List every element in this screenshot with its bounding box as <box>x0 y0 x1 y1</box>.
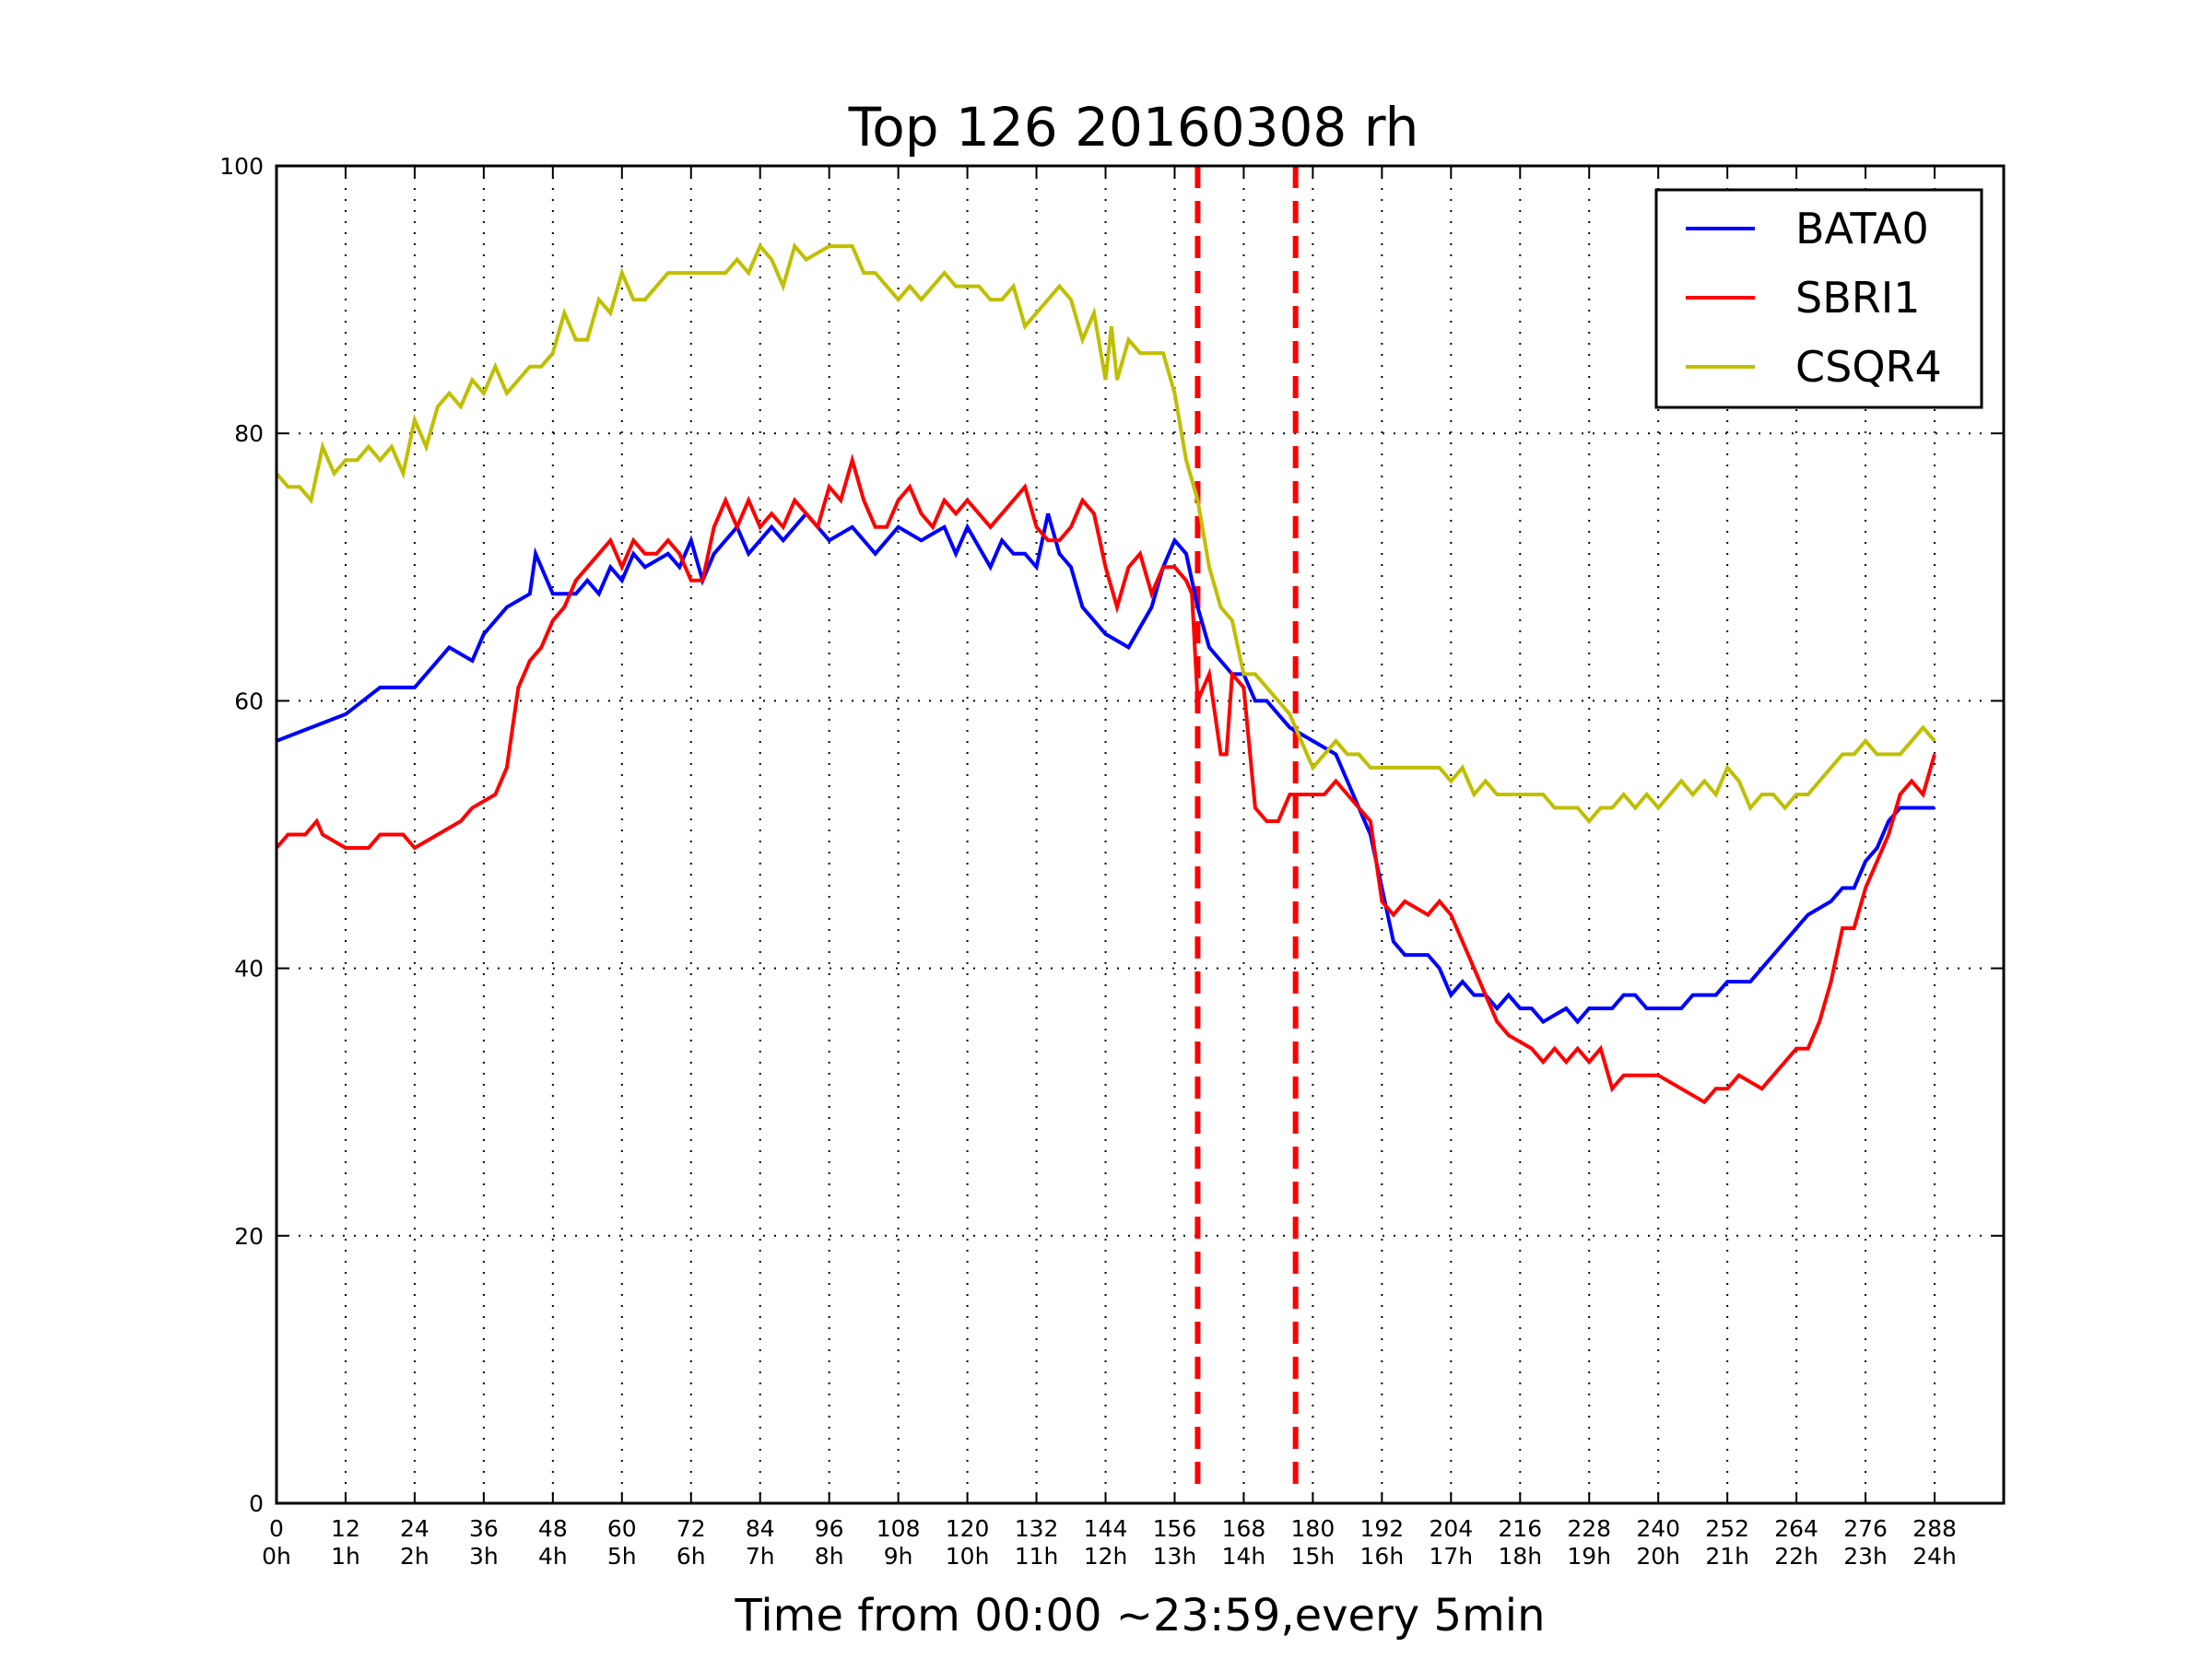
x-axis-label: Time from 00:00 ~23:59,every 5min <box>735 1590 1546 1641</box>
x-tick-sublabel: 10h <box>946 1543 990 1570</box>
x-tick-label: 12 <box>331 1515 360 1542</box>
x-tick-sublabel: 19h <box>1567 1543 1611 1570</box>
x-tick-label: 84 <box>746 1515 775 1542</box>
x-tick-label: 72 <box>677 1515 706 1542</box>
legend: BATA0 SBRI1 CSQR4 <box>1654 188 1983 409</box>
x-tick-sublabel: 7h <box>746 1543 775 1570</box>
plot-frame <box>275 164 2006 1505</box>
x-tick-sublabel: 14h <box>1222 1543 1266 1570</box>
x-tick-sublabel: 15h <box>1291 1543 1335 1570</box>
x-tick-sublabel: 23h <box>1843 1543 1888 1570</box>
x-tick-label: 252 <box>1705 1515 1749 1542</box>
x-tick-label: 156 <box>1153 1515 1197 1542</box>
x-tick-label: 144 <box>1084 1515 1128 1542</box>
vertical-markers <box>1194 166 1299 1496</box>
x-tick-sublabel: 18h <box>1498 1543 1542 1570</box>
y-tick-label: 80 <box>234 420 264 447</box>
series-lines <box>275 241 1936 1105</box>
x-tick-sublabel: 20h <box>1636 1543 1680 1570</box>
x-tick-sublabel: 24h <box>1912 1543 1957 1570</box>
series-line-sbri1 <box>275 453 1936 1105</box>
x-tick-label: 192 <box>1360 1515 1405 1542</box>
x-tick-sublabel: 9h <box>884 1543 913 1570</box>
x-tick-label: 132 <box>1015 1515 1059 1542</box>
x-tick-sublabel: 11h <box>1015 1543 1059 1570</box>
x-tick-sublabel: 8h <box>815 1543 844 1570</box>
x-tick-label: 120 <box>946 1515 990 1542</box>
series-line-csqr4 <box>275 241 1936 825</box>
legend-entry: SBRI1 <box>1795 273 1921 323</box>
x-tick-label: 204 <box>1429 1515 1473 1542</box>
x-tick-label: 96 <box>815 1515 844 1542</box>
x-tick-sublabel: 1h <box>331 1543 360 1570</box>
legend-entry: BATA0 <box>1795 204 1929 253</box>
x-tick-label: 36 <box>469 1515 499 1542</box>
grid <box>276 166 2004 1503</box>
series-line-bata0 <box>276 511 1935 1025</box>
x-tick-sublabel: 0h <box>262 1543 291 1570</box>
y-tick-label: 100 <box>219 153 264 180</box>
x-tick-label: 180 <box>1291 1515 1335 1542</box>
x-tick-sublabel: 13h <box>1153 1543 1197 1570</box>
y-tick-label: 0 <box>249 1490 264 1517</box>
x-tick-label: 0 <box>269 1515 284 1542</box>
x-tick-label: 108 <box>877 1515 921 1542</box>
x-tick-label: 288 <box>1912 1515 1957 1542</box>
x-tick-sublabel: 6h <box>677 1543 706 1570</box>
x-tick-label: 60 <box>607 1515 637 1542</box>
x-tick-label: 264 <box>1774 1515 1818 1542</box>
x-tick-sublabel: 12h <box>1084 1543 1128 1570</box>
y-tick-label: 40 <box>234 956 264 982</box>
legend-entry: CSQR4 <box>1795 342 1942 392</box>
x-tick-sublabel: 4h <box>538 1543 568 1570</box>
y-tick-label: 60 <box>234 688 264 714</box>
x-tick-sublabel: 3h <box>469 1543 499 1570</box>
x-tick-sublabel: 21h <box>1705 1543 1749 1570</box>
y-axis-ticks: 0 20 40 60 80 100 <box>219 153 2004 1517</box>
x-tick-label: 48 <box>538 1515 568 1542</box>
x-tick-sublabel: 17h <box>1429 1543 1473 1570</box>
x-tick-label: 276 <box>1843 1515 1888 1542</box>
x-tick-label: 168 <box>1222 1515 1266 1542</box>
chart-title: Top 126 20160308 rh <box>848 96 1419 159</box>
x-tick-sublabel: 22h <box>1774 1543 1818 1570</box>
x-tick-sublabel: 5h <box>607 1543 637 1570</box>
y-tick-label: 20 <box>234 1223 264 1250</box>
x-tick-label: 240 <box>1636 1515 1680 1542</box>
x-tick-label: 216 <box>1498 1515 1542 1542</box>
x-tick-sublabel: 2h <box>400 1543 429 1570</box>
x-tick-label: 228 <box>1567 1515 1611 1542</box>
x-tick-sublabel: 16h <box>1360 1543 1405 1570</box>
x-tick-label: 24 <box>400 1515 429 1542</box>
